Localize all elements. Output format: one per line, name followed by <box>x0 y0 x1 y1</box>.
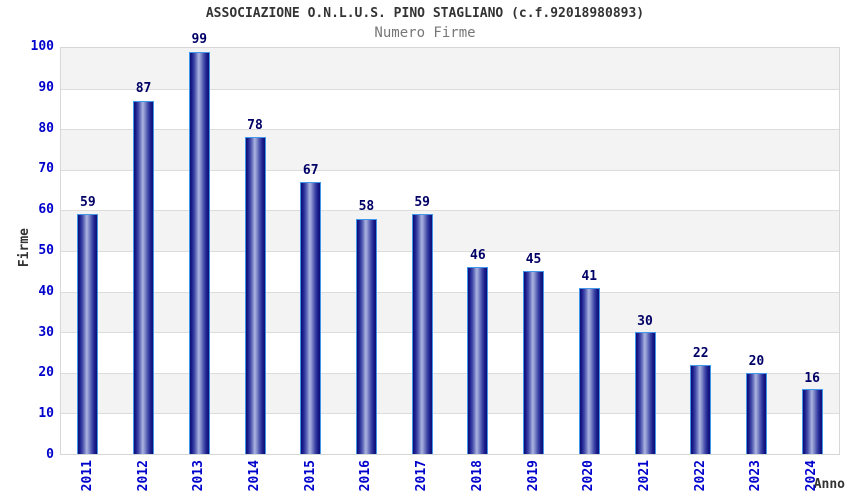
plot-band <box>61 88 839 130</box>
bar-value-label: 99 <box>191 32 208 48</box>
bar-value-label: 46 <box>470 248 486 264</box>
y-tick-label: 80 <box>38 120 54 136</box>
y-tick-label: 60 <box>38 202 54 218</box>
gridline <box>61 129 839 131</box>
bar-value-label: 22 <box>692 346 709 362</box>
bar <box>578 287 600 454</box>
bar-value-label: 78 <box>247 117 263 133</box>
x-tick-label: 2013 <box>191 460 207 492</box>
gridline <box>61 251 839 252</box>
bar-value-label: 59 <box>414 195 430 211</box>
bar-value-label: 87 <box>135 81 152 97</box>
plot-band <box>61 48 839 89</box>
y-tick-label: 100 <box>30 39 54 54</box>
x-tick-label: 2018 <box>469 460 485 492</box>
chart-subtitle: Numero Firme <box>374 25 476 41</box>
bar-value-label: 45 <box>525 252 542 268</box>
bar <box>745 372 767 454</box>
gridline <box>61 332 839 334</box>
bar <box>801 389 823 454</box>
x-tick-label: 2022 <box>692 460 708 492</box>
plot-band <box>61 372 839 414</box>
x-tick-label: 2012 <box>135 460 151 492</box>
y-tick-label: 50 <box>38 243 54 258</box>
bar <box>300 181 322 454</box>
bar <box>77 214 99 454</box>
bar-value-label: 67 <box>302 162 319 178</box>
bar <box>244 137 266 454</box>
x-tick-label: 2019 <box>525 460 541 492</box>
bar-value-label: 58 <box>358 199 375 215</box>
plot-band <box>61 413 839 454</box>
y-tick-label: 40 <box>38 283 54 299</box>
bar <box>411 214 433 454</box>
bar-value-label: 30 <box>637 313 653 329</box>
bar-value-label: 16 <box>804 370 820 386</box>
gridline <box>61 169 839 171</box>
x-tick-label: 2015 <box>302 460 318 492</box>
y-tick-label: 90 <box>38 79 54 95</box>
y-tick-label: 30 <box>38 324 54 340</box>
x-tick-label: 2011 <box>79 460 95 492</box>
x-tick-label: 2014 <box>247 460 262 492</box>
plot-band <box>61 169 839 211</box>
x-tick-label: 2023 <box>748 460 764 492</box>
bar <box>133 100 155 454</box>
bar-value-label: 59 <box>80 195 96 211</box>
plot-band <box>61 251 839 292</box>
y-tick-label: 70 <box>38 161 54 177</box>
chart-title: ASSOCIAZIONE O.N.L.U.S. PINO STAGLIANO (… <box>205 6 645 21</box>
bar <box>188 52 210 454</box>
x-tick-label: 2021 <box>637 460 652 492</box>
gridline <box>61 372 839 374</box>
bar-value-label: 20 <box>748 354 765 370</box>
x-tick-label: 2020 <box>581 460 597 492</box>
x-axis-title: Anno <box>813 477 845 492</box>
x-tick-label: 2017 <box>414 460 430 492</box>
plot-band <box>61 291 839 333</box>
bar <box>523 271 545 454</box>
plot-band <box>61 129 839 170</box>
plot-area <box>60 47 840 455</box>
y-tick-label: 10 <box>38 406 54 422</box>
bar <box>467 267 489 454</box>
gridline <box>61 413 839 415</box>
bar <box>690 364 712 454</box>
x-tick-label: 2016 <box>358 460 374 492</box>
bar <box>355 218 377 454</box>
y-tick-label: 0 <box>46 447 54 462</box>
y-tick-label: 20 <box>38 365 54 381</box>
bar <box>634 332 656 454</box>
plot-band <box>61 210 839 251</box>
gridline <box>61 88 839 90</box>
x-tick-label: 2024 <box>804 460 820 492</box>
gridline <box>61 210 839 212</box>
bar-value-label: 41 <box>581 268 598 284</box>
gridline <box>61 291 839 293</box>
